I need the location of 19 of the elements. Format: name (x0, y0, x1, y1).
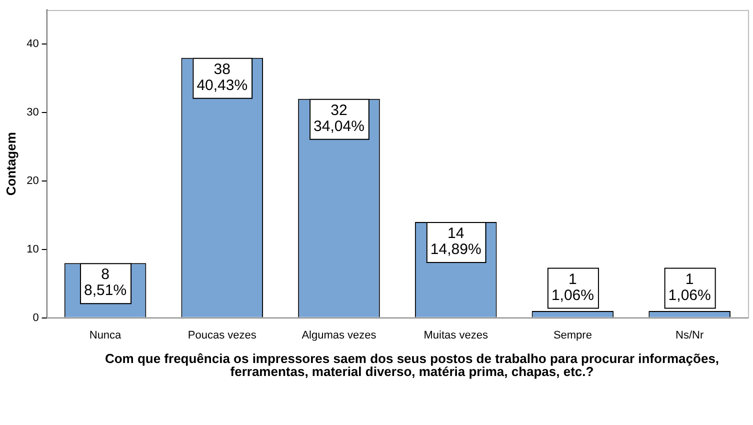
x-tick-label: Sempre (553, 329, 592, 342)
data-label: 32 34,04% (314, 102, 364, 136)
x-tick-label: Nunca (89, 329, 122, 342)
x-tick-label: Ns/Nr (676, 329, 704, 342)
data-label: 1 1,06% (668, 270, 711, 304)
y-tick-label: 40 (26, 38, 39, 50)
data-label: 14 14,89% (430, 225, 482, 258)
x-tick-label: Algumas vezes (302, 329, 377, 342)
y-tick-label: 20 (26, 175, 39, 188)
y-tick-label: 0 (32, 312, 39, 324)
x-tick-label: Poucas vezes (188, 329, 257, 342)
x-tick-label: Muitas vezes (424, 329, 488, 342)
y-axis-title: Contagem (3, 132, 18, 196)
y-tick-label: 10 (26, 243, 39, 256)
data-label: 1 1,06% (551, 270, 594, 304)
data-label: 8 8,51% (84, 266, 127, 300)
y-tick-label: 30 (26, 106, 39, 119)
data-label: 38 40,43% (196, 61, 248, 94)
x-axis-title: Com que frequência os impressores saem dos seus postos de trabalho para procurar informações, ferramentas, material diverso, matéria prima, chapas, etc.? (104, 351, 720, 379)
